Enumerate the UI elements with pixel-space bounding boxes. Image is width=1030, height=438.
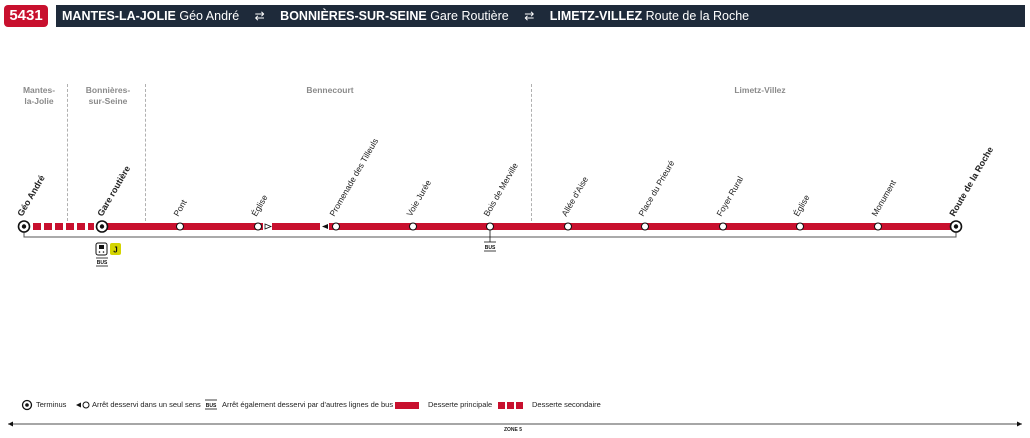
stop-place-prieure [641, 222, 649, 231]
via-stop: Gare Routière [430, 9, 509, 23]
zone-footer-label: ZONE 5 [503, 427, 523, 433]
origin-stop: Géo André [179, 9, 240, 23]
main-service-segment [102, 223, 956, 230]
legend-main-service-label: Desserte principale [428, 400, 493, 409]
stop-monument [874, 222, 882, 231]
line-number-badge: 5431 [4, 5, 48, 27]
bidirectional-arrow-icon: ⇄ [524, 9, 535, 23]
legend-terminus-icon [21, 399, 33, 411]
legend-secondary-service-label: Desserte secondaire [532, 400, 601, 409]
dest-stop: Route de la Roche [645, 9, 750, 23]
dest-city: LIMETZ-VILLEZ [549, 9, 643, 23]
zone-footer-arrow [8, 421, 1022, 427]
stop-promenade-tilleuls [332, 222, 340, 231]
zone-divider [67, 84, 68, 221]
train-icon [95, 242, 108, 256]
terminus-stop-gare-routiere [95, 220, 109, 233]
terminus-stop-route-de-la-roche [949, 220, 963, 233]
legend-other-bus-label: Arrêt également desservi par d'autres li… [222, 400, 394, 409]
terminus-stop-geo-andre [17, 220, 31, 233]
legend-secondary-service-swatch [498, 402, 523, 409]
zone-divider [531, 84, 532, 221]
one-way-arrow-icon [320, 223, 329, 230]
legend-one-way-icon [76, 401, 90, 409]
svg-text:BUS: BUS [485, 245, 496, 251]
legend-terminus-label: Terminus [36, 400, 67, 409]
zone-divider [145, 84, 146, 221]
svg-text:BUS: BUS [206, 403, 217, 409]
zone-label-bennecourt: Bennecourt [306, 85, 354, 95]
legend-one-way-label: Arrêt desservi dans un seul sens [92, 400, 201, 409]
legend-bus-icon: BUS [205, 399, 217, 410]
stop-allee-aise [564, 222, 572, 231]
zone-label-mantes: Mantes- la-Jolie [22, 85, 56, 106]
svg-text:BUS: BUS [97, 260, 108, 266]
route-title-bar: MANTES-LA-JOLIE Géo André ⇄ BONNIÈRES-SU… [56, 5, 1025, 27]
bus-connection-bois-de-merville: BUS [484, 230, 496, 252]
train-line-j-label: J [113, 246, 117, 255]
stop-pont [176, 222, 184, 231]
bidirectional-arrow-icon: ⇄ [254, 9, 265, 23]
route-header: 5431 MANTES-LA-JOLIE Géo André ⇄ BONNIÈR… [4, 5, 1025, 27]
zone-label-limetz: Limetz-Villez [734, 85, 786, 95]
stop-eglise-bennecourt [254, 222, 262, 231]
legend-main-service-swatch [395, 402, 419, 409]
stop-eglise-limetz [796, 222, 804, 231]
zone-label-bonnieres: Bonnières- sur-Seine [85, 85, 131, 106]
train-line-j-badge [110, 243, 121, 255]
one-way-arrow-icon [263, 223, 273, 230]
bus-connection-gare-routiere: BUS [96, 257, 108, 267]
via-city: BONNIÈRES-SUR-SEINE [280, 9, 427, 23]
stop-bois-de-merville [486, 222, 494, 231]
stop-voie-juree [409, 222, 417, 231]
stop-foyer-rural [719, 222, 727, 231]
secondary-service-segment [33, 223, 94, 230]
origin-city: MANTES-LA-JOLIE [62, 9, 176, 23]
